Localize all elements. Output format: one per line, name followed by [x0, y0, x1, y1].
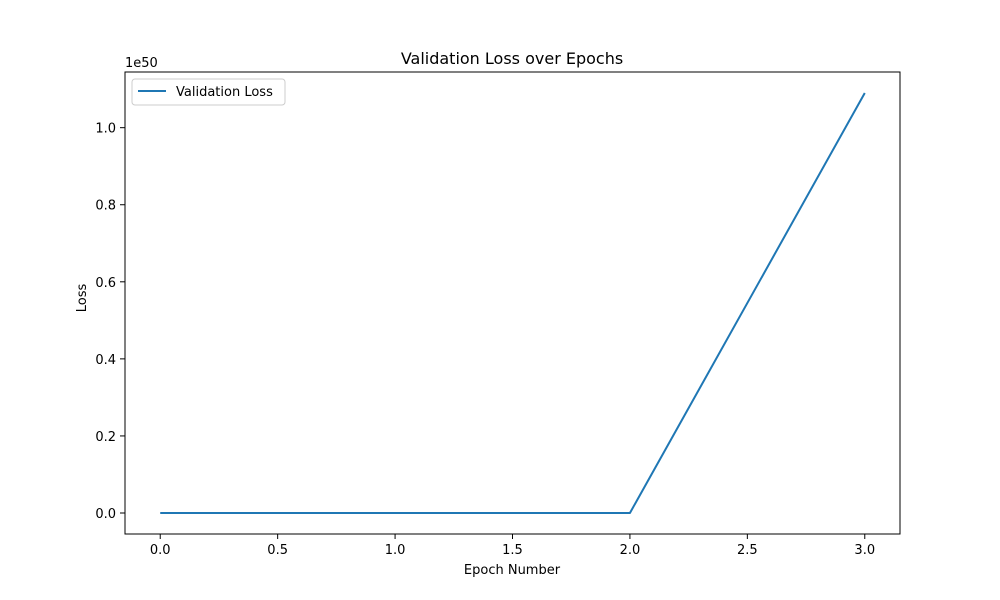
y-tick-label: 0.0 [95, 507, 116, 522]
y-axis-offset-label: 1e50 [125, 56, 158, 71]
y-tick-label: 0.6 [95, 276, 116, 291]
series-layer [160, 92, 866, 514]
legend-label-validation-loss: Validation Loss [176, 85, 273, 100]
x-tick-label: 2.0 [620, 543, 641, 558]
y-tick-label: 1.0 [95, 122, 116, 137]
chart-title: Validation Loss over Epochs [401, 49, 623, 68]
x-tick-label: 1.0 [385, 543, 406, 558]
y-axis-title: Loss [75, 284, 90, 313]
x-tick-label: 3.0 [854, 543, 875, 558]
y-tick-label: 0.8 [95, 199, 116, 214]
x-tick-label: 0.5 [267, 543, 288, 558]
series-line-validation-loss [160, 92, 866, 514]
y-tick-label: 0.4 [95, 353, 116, 368]
legend-box [131, 78, 286, 106]
y-axis-ticks: 0.0 0.2 0.4 0.6 0.8 1.0 [95, 122, 125, 522]
x-tick-label: 1.5 [502, 543, 523, 558]
y-tick-label: 0.2 [95, 430, 116, 445]
x-tick-label: 0.0 [150, 543, 171, 558]
legend: Validation Loss [131, 78, 286, 106]
x-tick-label: 2.5 [737, 543, 758, 558]
x-axis-title: Epoch Number [464, 563, 561, 578]
x-axis-ticks: 0.0 0.5 1.0 1.5 2.0 2.5 3.0 [150, 534, 875, 558]
